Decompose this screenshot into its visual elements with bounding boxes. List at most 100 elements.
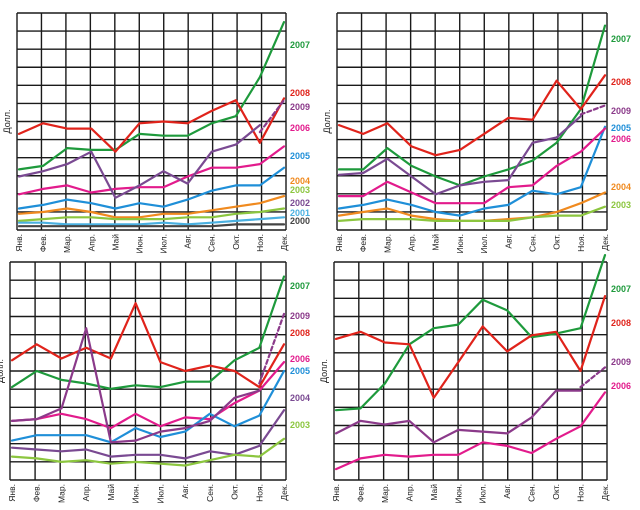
series-line-2004 bbox=[17, 195, 286, 219]
legend-label: 2004 bbox=[290, 176, 310, 186]
legend-label: 2005 bbox=[611, 123, 631, 133]
series-line-2000 bbox=[17, 223, 286, 228]
series-line-2007 bbox=[10, 275, 286, 390]
x-tick-label: Фев. bbox=[355, 484, 365, 502]
x-tick-label: Фев. bbox=[358, 234, 368, 252]
x-tick-label: Апр. bbox=[404, 484, 414, 501]
legend-label: 2008 bbox=[611, 318, 631, 328]
x-tick-label: Янв. bbox=[331, 484, 341, 502]
series-line-2009 bbox=[579, 104, 607, 116]
series-line-2006 bbox=[334, 391, 607, 471]
series-line-2005 bbox=[10, 369, 286, 444]
legend-label: 2002 bbox=[290, 198, 310, 208]
series-line-2006 bbox=[10, 361, 286, 430]
legend-label: 2003 bbox=[290, 420, 310, 430]
series-line-2009 bbox=[258, 312, 286, 385]
series-line-2002 bbox=[17, 124, 261, 199]
legend-label: 2007 bbox=[611, 284, 631, 294]
x-tick-label: Дек. bbox=[279, 484, 289, 501]
series-line-2008 bbox=[17, 97, 286, 153]
x-tick-label: Авг. bbox=[183, 234, 193, 249]
legend-label: 2005 bbox=[290, 151, 310, 161]
y-axis-label: Долл. bbox=[322, 109, 332, 133]
series-line-2005 bbox=[17, 166, 286, 210]
series-line-2004 bbox=[10, 409, 286, 460]
x-tick-label: Май bbox=[110, 234, 120, 251]
legend-label: 2008 bbox=[290, 328, 310, 338]
x-tick-label: Ноя. bbox=[255, 234, 265, 252]
legend-label: 2007 bbox=[290, 40, 310, 50]
x-tick-label: Окт. bbox=[552, 234, 562, 250]
series-line-2009 bbox=[579, 366, 607, 389]
legend-label: 2005 bbox=[290, 366, 310, 376]
x-tick-label: Июн. bbox=[131, 484, 141, 504]
legend-label: 2004 bbox=[290, 393, 310, 403]
x-tick-label: Июл. bbox=[159, 234, 169, 254]
legend-label: 2008 bbox=[290, 88, 310, 98]
series-line-2005 bbox=[337, 125, 607, 217]
x-tick-label: Июн. bbox=[134, 234, 144, 254]
series-line-2002 bbox=[10, 327, 261, 444]
x-tick-label: Окт. bbox=[231, 234, 241, 250]
x-tick-label: Дек. bbox=[279, 234, 289, 251]
x-tick-label: Апр. bbox=[81, 484, 91, 501]
x-tick-label: Янв. bbox=[7, 484, 17, 502]
series-line-2002 bbox=[334, 389, 582, 444]
legend-label: 2007 bbox=[290, 281, 310, 291]
x-tick-label: Мар. bbox=[380, 484, 390, 503]
x-tick-label: Июн. bbox=[453, 484, 463, 504]
x-tick-label: Ноя. bbox=[254, 484, 264, 502]
legend-label: 2009 bbox=[290, 102, 310, 112]
x-tick-label: Июл. bbox=[479, 234, 489, 254]
x-tick-label: Сен. bbox=[207, 234, 217, 252]
x-tick-label: Мар. bbox=[56, 484, 66, 503]
series-line-2003 bbox=[337, 205, 607, 222]
series-line-2003 bbox=[17, 207, 286, 222]
x-tick-label: Июн. bbox=[455, 234, 465, 254]
x-tick-label: Авг. bbox=[180, 484, 190, 499]
x-tick-label: Июл. bbox=[478, 484, 488, 504]
legend-label: 2003 bbox=[611, 200, 631, 210]
series-line-2008 bbox=[10, 302, 286, 389]
series-line-2007 bbox=[17, 21, 286, 171]
legend-label: 2001 bbox=[290, 208, 310, 218]
x-tick-label: Апр. bbox=[86, 234, 96, 251]
chart-panel-3: 2007 2009 2008 2006 2005 2004 2003 Долл. Янв. Фев… bbox=[0, 261, 310, 504]
x-tick-label: Май bbox=[431, 234, 441, 251]
legend-label: 2006 bbox=[611, 134, 631, 144]
x-tick-label: Авг. bbox=[502, 484, 512, 499]
x-tick-label: Ноя. bbox=[576, 234, 586, 252]
x-tick-label: Дек. bbox=[600, 484, 610, 501]
series-line-2008 bbox=[337, 74, 607, 157]
x-tick-label: Май bbox=[106, 484, 116, 501]
legend-label: 2009 bbox=[611, 357, 631, 367]
legend-label: 2000 bbox=[290, 216, 310, 226]
y-axis-label: Долл. bbox=[319, 359, 329, 383]
series-line-2008 bbox=[334, 295, 607, 399]
x-tick-label: Сен. bbox=[527, 234, 537, 252]
series-line-2009 bbox=[258, 99, 286, 134]
series-line-2003 bbox=[10, 437, 286, 467]
x-tick-label: Сен. bbox=[527, 484, 537, 502]
legend-label: 2008 bbox=[611, 77, 631, 87]
series-line-2006 bbox=[17, 145, 286, 196]
chart-panel-4: 2007 2008 2009 2006 Долл. Янв. Фев. Мар. Апр. Май… bbox=[319, 254, 631, 504]
y-axis-label: Долл. bbox=[0, 359, 5, 383]
x-tick-label: Окт. bbox=[551, 484, 561, 500]
x-tick-label: Окт. bbox=[230, 484, 240, 500]
x-tick-label: Авг. bbox=[503, 234, 513, 249]
x-tick-label: Июл. bbox=[155, 484, 165, 504]
x-tick-label: Мар. bbox=[62, 234, 72, 253]
x-tick-label: Ноя. bbox=[576, 484, 586, 502]
x-tick-label: Фев. bbox=[38, 234, 48, 252]
x-tick-label: Янв. bbox=[334, 234, 344, 252]
x-tick-label: Дек. bbox=[600, 234, 610, 251]
y-axis-label: Долл. bbox=[2, 109, 12, 133]
legend-label: 2009 bbox=[611, 106, 631, 116]
x-tick-label: Янв. bbox=[14, 234, 24, 252]
series-line-2001 bbox=[17, 216, 286, 226]
